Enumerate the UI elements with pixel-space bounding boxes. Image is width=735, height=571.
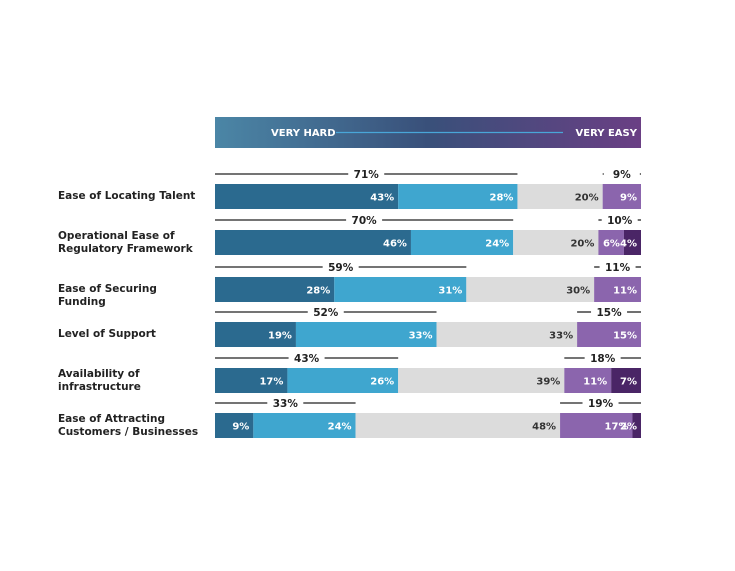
header-band: VERY HARD VERY EASY (215, 117, 641, 148)
bar-segment-hard (287, 368, 399, 393)
data-label: 15% (613, 330, 637, 341)
category-label: Operational Ease of Regulatory Framework (58, 229, 193, 255)
data-label: 24% (485, 238, 509, 249)
data-label: 31% (438, 285, 462, 296)
data-label: 28% (306, 285, 330, 296)
data-label: 43% (370, 192, 394, 203)
data-label: 7% (620, 376, 637, 387)
bar-segment-hard (410, 230, 514, 255)
bar-segment-neutral (398, 368, 565, 393)
bar-segment-very-hard (215, 322, 296, 347)
category-label: Level of Support (58, 328, 156, 340)
bar-segment-very-easy (632, 413, 641, 438)
bar-segment-hard (398, 184, 518, 209)
data-label: 19% (268, 330, 292, 341)
easy-total-label: 18% (590, 353, 616, 365)
data-label: 46% (383, 238, 407, 249)
bar-segment-hard (295, 322, 437, 347)
data-label: 20% (575, 192, 599, 203)
data-label: 9% (232, 421, 249, 432)
hard-total-label: 70% (352, 215, 378, 227)
data-label: 6% (603, 238, 620, 249)
data-label: 11% (583, 376, 607, 387)
data-label: 33% (409, 330, 433, 341)
hard-total-label: 52% (313, 307, 339, 319)
hard-total-label: 33% (273, 398, 299, 410)
bar-segment-easy (598, 230, 624, 255)
data-label: 48% (532, 421, 556, 432)
easy-total-label: 9% (613, 169, 631, 181)
data-label: 20% (570, 238, 594, 249)
bar-segment-hard (253, 413, 356, 438)
bar-segment-hard (334, 277, 467, 302)
hard-total-label: 59% (328, 262, 354, 274)
easy-total-label: 10% (607, 215, 633, 227)
bar-segment-very-easy (611, 368, 641, 393)
header-right-label: VERY EASY (576, 128, 638, 139)
data-label: 26% (370, 376, 394, 387)
category-label: Availability of infrastructure (58, 367, 141, 393)
data-label: 17% (259, 376, 283, 387)
data-label: 9% (620, 192, 637, 203)
bar-segment-neutral (513, 230, 599, 255)
bar-segment-very-hard (215, 277, 335, 302)
data-label: 17% (605, 421, 629, 432)
bar-segment-easy (594, 277, 641, 302)
data-label: 4% (620, 238, 637, 249)
bar-segment-neutral (466, 277, 595, 302)
data-label: 30% (566, 285, 590, 296)
bar-segment-very-hard (215, 230, 411, 255)
bar-segment-very-hard (215, 368, 288, 393)
bar-segment-easy (560, 413, 633, 438)
easy-total-label: 15% (596, 307, 622, 319)
category-label: Ease of Locating Talent (58, 190, 196, 202)
bar-segment-neutral (436, 322, 578, 347)
bar-segment-very-hard (215, 184, 399, 209)
data-label: 39% (536, 376, 560, 387)
category-label: Ease of Securing Funding (58, 283, 157, 308)
header-left-label: VERY HARD (271, 128, 336, 139)
data-label: 28% (490, 192, 514, 203)
easy-total-label: 11% (605, 262, 631, 274)
bar-segment-very-easy (623, 230, 641, 255)
hard-total-label: 43% (294, 353, 320, 365)
hard-total-label: 71% (354, 169, 380, 181)
bar-segment-neutral (517, 184, 603, 209)
bar-segment-easy (564, 368, 612, 393)
bar-segment-very-hard (215, 413, 254, 438)
bar-segment-easy (602, 184, 641, 209)
data-label: 33% (549, 330, 573, 341)
data-label: 11% (613, 285, 637, 296)
data-label: 24% (328, 421, 352, 432)
easy-total-label: 19% (588, 398, 614, 410)
data-label: 2% (620, 421, 637, 432)
category-label: Ease of Attracting Customers / Businesse… (58, 412, 199, 438)
bar-segment-neutral (355, 413, 561, 438)
bar-segment-easy (577, 322, 641, 347)
